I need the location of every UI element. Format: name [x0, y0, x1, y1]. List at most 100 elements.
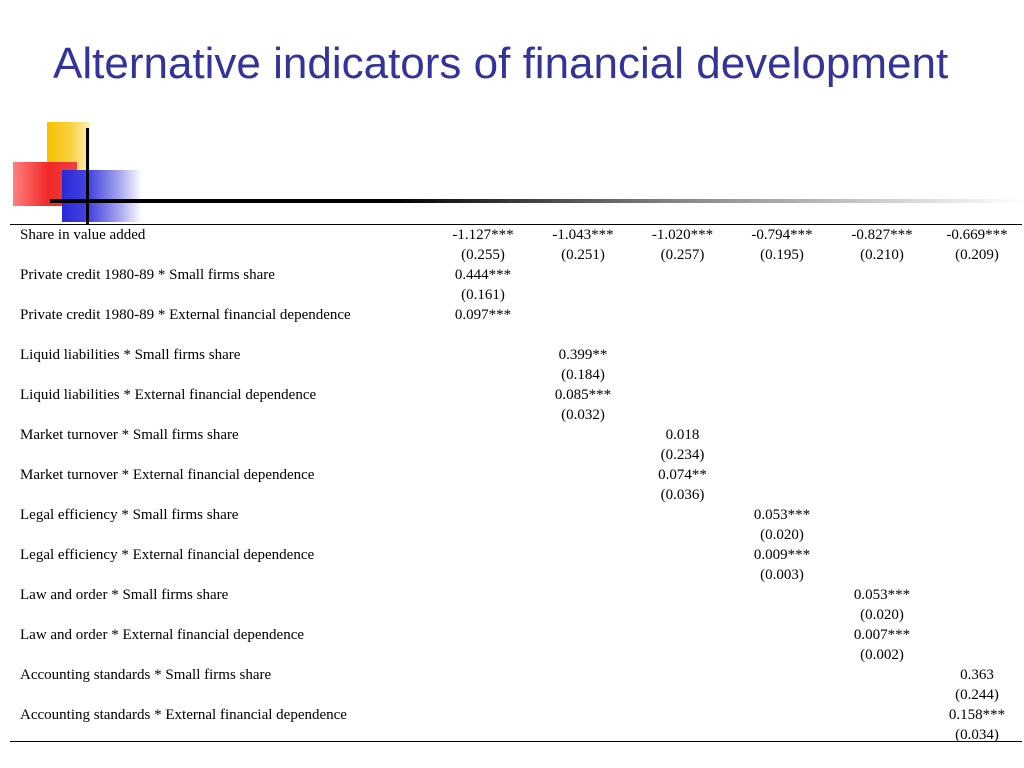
- coefficient: [932, 265, 1022, 285]
- coefficient: [533, 665, 633, 685]
- table-top-rule: [10, 224, 1022, 225]
- standard-error: [433, 405, 533, 425]
- standard-error: [433, 565, 533, 585]
- table-cell-col-6: [932, 465, 1022, 505]
- coefficient: [433, 625, 533, 645]
- table-cell-col-6: [932, 625, 1022, 665]
- row-label: Liquid liabilities * Small firms share: [20, 347, 241, 363]
- table-cell-col-1: [433, 385, 533, 425]
- coefficient: [732, 265, 832, 285]
- standard-error: [533, 285, 633, 305]
- coefficient: 0.158***: [948, 707, 1006, 723]
- table-cell-col-2: [533, 465, 633, 505]
- coefficient: [633, 345, 732, 365]
- table-cell-col-6: [932, 545, 1022, 585]
- row-label: Accounting standards * External financia…: [20, 707, 347, 723]
- coefficient: -1.127***: [452, 227, 514, 243]
- table-cell-col-3: [633, 545, 732, 585]
- coefficient: [732, 425, 832, 445]
- table-row: Private credit 1980-89 * Small firms sha…: [10, 265, 1022, 305]
- table-cell-col-1: 0.097***: [433, 305, 533, 345]
- table-row: Law and order * Small firms share 0.053**…: [10, 585, 1022, 625]
- standard-error: [732, 365, 832, 385]
- coefficient: [732, 345, 832, 365]
- table-cell-col-3: [633, 625, 732, 665]
- standard-error: (0.195): [760, 247, 804, 263]
- table-cell-col-6: [932, 585, 1022, 625]
- coefficient: [633, 385, 732, 405]
- coefficient: [433, 345, 533, 365]
- table-cell-col-2: [533, 705, 633, 745]
- row-label: Private credit 1980-89 * Small firms sha…: [20, 267, 275, 283]
- table-row: Legal efficiency * Small firms share 0.05…: [10, 505, 1022, 545]
- table-cell-col-5: [832, 305, 932, 345]
- slide-title: Alternative indicators of financial deve…: [53, 39, 949, 88]
- coefficient: -0.794***: [751, 227, 813, 243]
- standard-error: [932, 405, 1022, 425]
- table-cell-col-4: [732, 265, 832, 305]
- standard-error: [832, 405, 932, 425]
- table-row: Liquid liabilities * Small firms share 0.…: [10, 345, 1022, 385]
- coefficient: [732, 585, 832, 605]
- table-row: Share in value added -1.127*** (0.255) -1.0…: [10, 225, 1022, 265]
- table-cell-col-1: [433, 705, 533, 745]
- standard-error: (0.209): [955, 247, 999, 263]
- standard-error: [633, 645, 732, 665]
- coefficient: -0.827***: [851, 227, 913, 243]
- standard-error: [633, 725, 732, 745]
- standard-error: (0.032): [561, 407, 605, 423]
- coefficient: [832, 505, 932, 525]
- standard-error: [533, 605, 633, 625]
- standard-error: (0.184): [561, 367, 605, 383]
- standard-error: [433, 645, 533, 665]
- coefficient: [932, 465, 1022, 485]
- standard-error: [533, 525, 633, 545]
- standard-error: [832, 485, 932, 505]
- row-label: Market turnover * External financial dep…: [20, 467, 315, 483]
- table-cell-col-6: [932, 265, 1022, 305]
- row-label: Law and order * External financial depen…: [20, 627, 305, 643]
- table-cell-col-3: [633, 345, 732, 385]
- standard-error: [633, 605, 732, 625]
- table-cell-col-5: [832, 465, 932, 505]
- table-cell-col-1: [433, 465, 533, 505]
- table-cell-col-4: [732, 345, 832, 385]
- table-row: Accounting standards * Small firms share…: [10, 665, 1022, 705]
- coefficient: [732, 665, 832, 685]
- standard-error: [633, 325, 732, 345]
- coefficient: [832, 705, 932, 725]
- table-cell-col-3: [633, 265, 732, 305]
- coefficient: 0.085***: [554, 387, 612, 403]
- coefficient: [932, 385, 1022, 405]
- standard-error: [732, 285, 832, 305]
- coefficient: 0.444***: [454, 267, 512, 283]
- table-cell-col-5: [832, 505, 932, 545]
- standard-error: [732, 485, 832, 505]
- table-cell-col-1: [433, 665, 533, 705]
- row-label: Liquid liabilities * External financial …: [20, 387, 317, 403]
- coefficient: [732, 625, 832, 645]
- standard-error: [633, 285, 732, 305]
- standard-error: [932, 605, 1022, 625]
- standard-error: [832, 285, 932, 305]
- table-cell-col-4: 0.009*** (0.003): [732, 545, 832, 585]
- standard-error: (0.036): [660, 487, 705, 503]
- coefficient: [433, 425, 533, 445]
- regression-table: Share in value added -1.127*** (0.255) -1.0…: [10, 225, 1022, 745]
- coefficient: [832, 345, 932, 365]
- coefficient: -1.020***: [651, 227, 714, 243]
- table-cell-col-5: [832, 385, 932, 425]
- table-cell-col-4: [732, 465, 832, 505]
- coefficient: [633, 585, 732, 605]
- decor-vertical-line: [86, 128, 89, 224]
- standard-error: [433, 725, 533, 745]
- coefficient: [533, 545, 633, 565]
- table-cell-col-1: [433, 505, 533, 545]
- table-cell-col-2: [533, 505, 633, 545]
- coefficient: [633, 545, 732, 565]
- standard-error: [732, 725, 832, 745]
- table-cell-col-4: [732, 305, 832, 345]
- table-cell-col-4: [732, 625, 832, 665]
- table-cell-col-1: -1.127*** (0.255): [433, 225, 533, 265]
- coefficient: [633, 505, 732, 525]
